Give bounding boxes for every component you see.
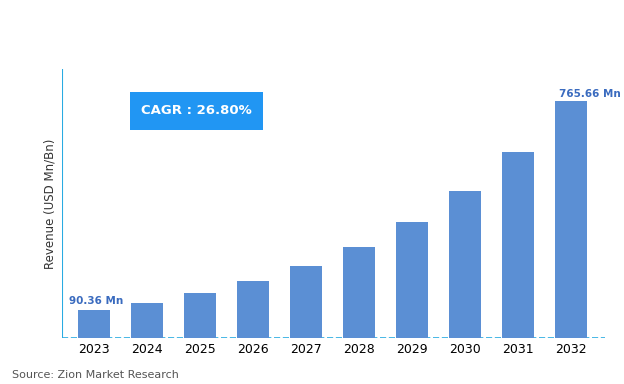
Text: Global Volt/VAr Management Market,: Global Volt/VAr Management Market, <box>19 21 394 39</box>
Bar <box>237 281 269 338</box>
Bar <box>131 303 163 338</box>
Text: Source: Zion Market Research: Source: Zion Market Research <box>12 370 179 380</box>
Bar <box>555 101 587 338</box>
FancyBboxPatch shape <box>130 92 263 129</box>
Text: 765.66 Mn: 765.66 Mn <box>559 89 621 99</box>
Bar <box>502 152 534 338</box>
Bar <box>290 266 322 338</box>
Bar <box>343 247 375 338</box>
Text: CAGR : 26.80%: CAGR : 26.80% <box>142 104 252 117</box>
Text: 2024-2032 (USD Million): 2024-2032 (USD Million) <box>434 21 624 39</box>
Y-axis label: Revenue (USD Mn/Bn): Revenue (USD Mn/Bn) <box>44 138 57 269</box>
Bar <box>449 191 481 338</box>
Bar <box>184 293 216 338</box>
Bar <box>78 310 110 338</box>
Bar <box>396 222 428 338</box>
Text: 90.36 Mn: 90.36 Mn <box>69 296 123 306</box>
